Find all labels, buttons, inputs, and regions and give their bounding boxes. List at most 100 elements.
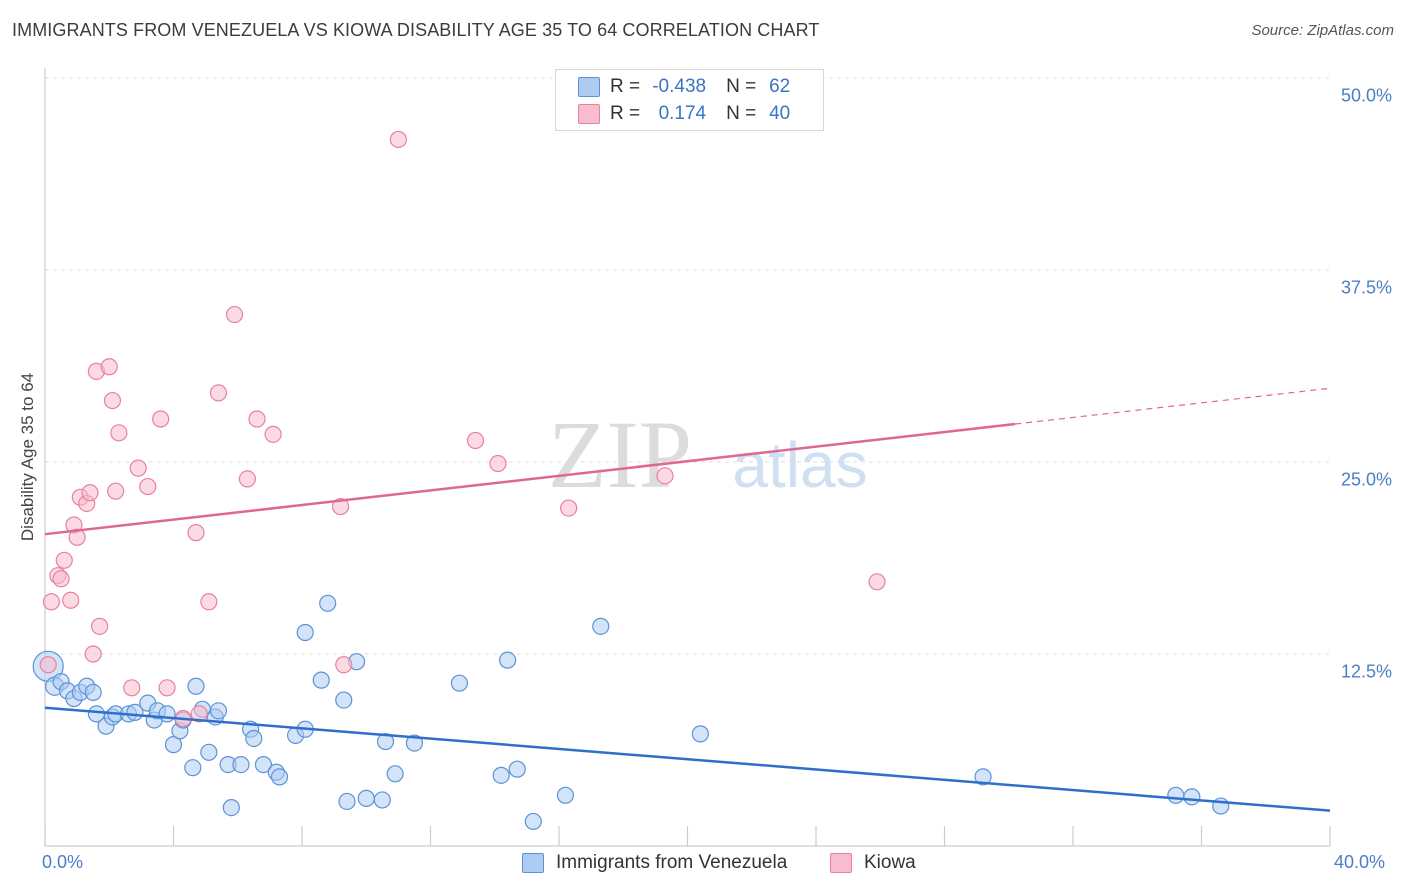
point-venezuela <box>691 725 709 743</box>
point-kiowa <box>52 570 70 588</box>
x-tick-label-min: 0.0% <box>42 852 84 872</box>
point-venezuela <box>319 594 337 612</box>
point-kiowa <box>466 431 485 450</box>
point-kiowa <box>238 470 256 488</box>
y-axis-label: Disability Age 35 to 64 <box>18 372 37 542</box>
point-venezuela <box>492 766 510 784</box>
point-venezuela <box>373 791 391 809</box>
source-label: Source: ZipAtlas.com <box>1251 22 1394 39</box>
y-tick-label: 37.5% <box>1340 277 1392 298</box>
y-tick-label: 12.5% <box>1340 661 1392 682</box>
point-kiowa <box>389 130 407 149</box>
point-venezuela <box>312 671 330 689</box>
series-swatch-blue <box>522 853 544 873</box>
point-kiowa <box>489 454 507 473</box>
point-venezuela <box>254 755 273 774</box>
point-venezuela <box>187 677 205 695</box>
point-kiowa <box>248 410 266 428</box>
correlation-legend: R = -0.438 N = 62 R = 0.174 N = 40 <box>555 69 824 131</box>
point-kiowa <box>123 679 141 697</box>
legend-row-venezuela: R = -0.438 N = 62 <box>578 75 790 99</box>
data-points <box>32 130 1230 831</box>
point-venezuela <box>592 617 610 635</box>
point-venezuela <box>405 734 424 752</box>
point-kiowa <box>187 524 205 542</box>
legend-n-label: N = <box>726 103 757 124</box>
x-tick-label-max: 40.0% <box>1334 852 1386 872</box>
y-tick-label: 25.0% <box>1340 469 1392 490</box>
trend-line-venezuela <box>44 706 1331 812</box>
point-kiowa <box>209 384 228 402</box>
point-kiowa <box>331 497 350 516</box>
point-kiowa <box>55 551 73 569</box>
grid-lines <box>45 77 1330 655</box>
point-venezuela <box>232 755 250 774</box>
point-kiowa <box>84 645 102 663</box>
legend-r-label: R = <box>610 103 641 124</box>
point-venezuela <box>974 768 992 786</box>
point-venezuela <box>245 729 263 748</box>
point-kiowa <box>103 391 122 410</box>
legend-n-label: N = <box>726 76 757 97</box>
trend-line-kiowa <box>44 422 1016 536</box>
point-venezuela <box>270 768 289 786</box>
point-kiowa <box>39 656 57 674</box>
trend-line-extrapolated-kiowa <box>1015 387 1331 425</box>
trend-lines <box>44 387 1331 812</box>
point-venezuela <box>164 736 183 754</box>
watermark: ZIP atlas <box>548 401 868 508</box>
point-kiowa <box>335 656 353 674</box>
point-kiowa <box>68 528 86 546</box>
point-venezuela <box>209 702 228 720</box>
point-venezuela <box>499 651 517 669</box>
point-venezuela <box>357 789 375 807</box>
point-kiowa <box>100 358 118 376</box>
point-kiowa <box>158 679 176 697</box>
legend-swatch-blue <box>578 77 600 97</box>
point-venezuela <box>556 786 575 804</box>
point-kiowa <box>264 425 282 443</box>
point-venezuela <box>450 674 469 692</box>
point-kiowa <box>139 477 157 496</box>
point-venezuela <box>508 760 526 778</box>
point-venezuela <box>338 792 356 811</box>
point-kiowa <box>107 482 125 500</box>
y-tick-label: 50.0% <box>1340 85 1392 106</box>
point-venezuela <box>296 623 314 642</box>
point-kiowa <box>560 499 578 517</box>
series-legend-kiowa: Kiowa <box>830 852 916 874</box>
point-kiowa <box>200 593 218 611</box>
watermark-zip: ZIP <box>548 401 692 508</box>
series-swatch-pink <box>830 853 852 873</box>
point-kiowa <box>91 617 109 635</box>
point-venezuela <box>1167 786 1185 804</box>
point-kiowa <box>42 593 61 611</box>
legend-row-kiowa: R = 0.174 N = 40 <box>578 102 790 126</box>
point-kiowa <box>62 591 80 609</box>
watermark-atlas: atlas <box>732 429 867 501</box>
series-name-kiowa: Kiowa <box>864 852 916 873</box>
point-kiowa <box>868 573 886 591</box>
point-kiowa <box>129 459 147 477</box>
point-venezuela <box>335 691 353 709</box>
point-venezuela <box>1183 788 1201 806</box>
point-kiowa <box>81 484 99 502</box>
point-venezuela <box>200 743 218 761</box>
point-kiowa <box>110 424 128 442</box>
legend-n-value: 40 <box>769 103 791 124</box>
point-venezuela <box>524 812 542 831</box>
point-venezuela <box>386 765 404 783</box>
legend-r-label: R = <box>610 76 641 97</box>
point-venezuela <box>376 732 395 751</box>
point-kiowa <box>656 467 674 485</box>
axes <box>44 68 1331 847</box>
series-legend-venezuela: Immigrants from Venezuela <box>522 852 787 874</box>
point-venezuela <box>158 705 176 723</box>
series-name-venezuela: Immigrants from Venezuela <box>556 852 788 873</box>
point-kiowa <box>190 705 208 723</box>
legend-r-value: -0.438 <box>652 76 707 97</box>
point-venezuela <box>184 759 202 777</box>
point-kiowa <box>152 410 170 428</box>
legend-swatch-pink <box>578 104 600 124</box>
point-kiowa <box>225 305 244 324</box>
